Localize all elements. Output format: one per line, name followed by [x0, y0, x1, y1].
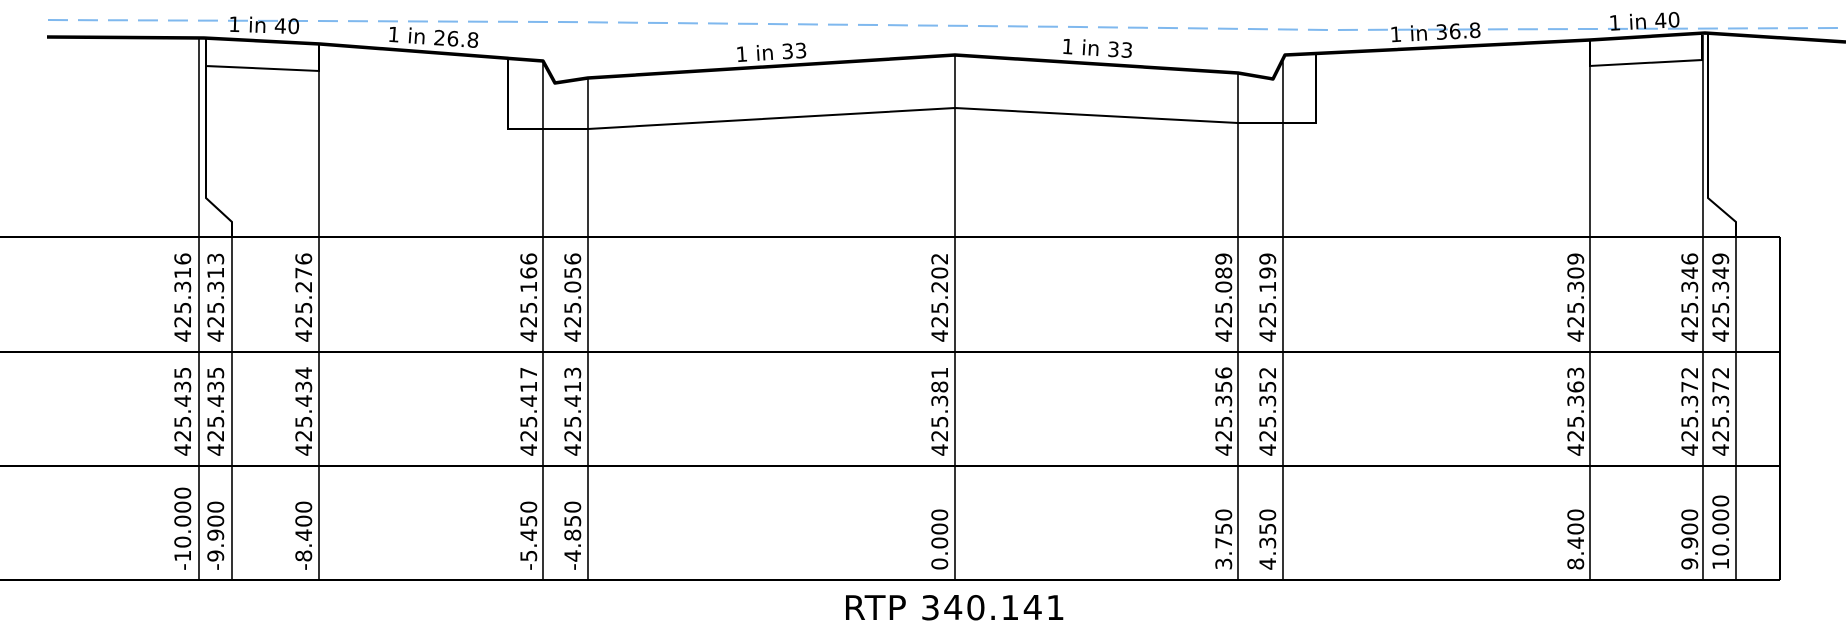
level-a-value: 425.346 [1679, 252, 1704, 343]
level-a-value: 425.313 [205, 252, 230, 343]
offset-value: -9.900 [205, 500, 230, 571]
row-levels-a: 425.316 425.313 425.276 425.166 425.056 … [172, 252, 1735, 343]
level-b-value: 425.435 [205, 366, 230, 457]
level-b-value: 425.381 [929, 366, 954, 457]
offset-value: -10.000 [172, 486, 197, 571]
level-a-value: 425.089 [1213, 252, 1238, 343]
level-b-value: 425.352 [1257, 366, 1282, 457]
offset-value: 9.900 [1679, 508, 1704, 571]
level-b-value: 425.434 [293, 366, 318, 457]
road-surface-profile [46, 31, 1846, 85]
level-a-value: 425.276 [293, 252, 318, 343]
level-a-value: 425.166 [518, 252, 543, 343]
level-b-value: 425.413 [562, 366, 587, 457]
row-levels-b: 425.435 425.435 425.434 425.417 425.413 … [172, 366, 1735, 457]
row-offsets: -10.000 -9.900 -8.400 -5.450 -4.850 0.00… [172, 486, 1735, 571]
grade-label: 1 in 40 [228, 13, 301, 40]
level-b-value: 425.356 [1213, 366, 1238, 457]
offset-value: -5.450 [518, 500, 543, 571]
offset-value: 3.750 [1213, 508, 1238, 571]
level-a-value: 425.316 [172, 252, 197, 343]
offset-value: 0.000 [929, 508, 954, 571]
level-a-value: 425.309 [1565, 252, 1590, 343]
level-b-value: 425.435 [172, 366, 197, 457]
level-a-value: 425.349 [1710, 252, 1735, 343]
level-a-value: 425.199 [1257, 252, 1282, 343]
offset-value: -4.850 [562, 500, 587, 571]
grade-labels: 1 in 40 1 in 26.8 1 in 33 1 in 33 1 in 3… [228, 8, 1682, 67]
grade-label: 1 in 40 [1608, 8, 1682, 36]
grade-label: 1 in 36.8 [1389, 19, 1483, 48]
offset-value: 4.350 [1257, 508, 1282, 571]
level-b-value: 425.417 [518, 366, 543, 457]
offset-value: 10.000 [1710, 494, 1735, 571]
level-b-value: 425.372 [1679, 366, 1704, 457]
level-b-value: 425.363 [1565, 366, 1590, 457]
offset-value: 8.400 [1565, 508, 1590, 571]
level-a-value: 425.202 [929, 252, 954, 343]
setting-out-lines [198, 35, 1737, 580]
data-table-frame [0, 236, 1781, 581]
level-b-value: 425.372 [1710, 366, 1735, 457]
station-title: RTP 340.141 [843, 589, 1068, 629]
grade-label: 1 in 33 [735, 39, 809, 67]
grade-label: 1 in 33 [1060, 35, 1134, 63]
offset-value: -8.400 [293, 500, 318, 571]
level-a-value: 425.056 [562, 252, 587, 343]
structure-lines [205, 33, 1737, 237]
reference-line [47, 19, 1846, 32]
